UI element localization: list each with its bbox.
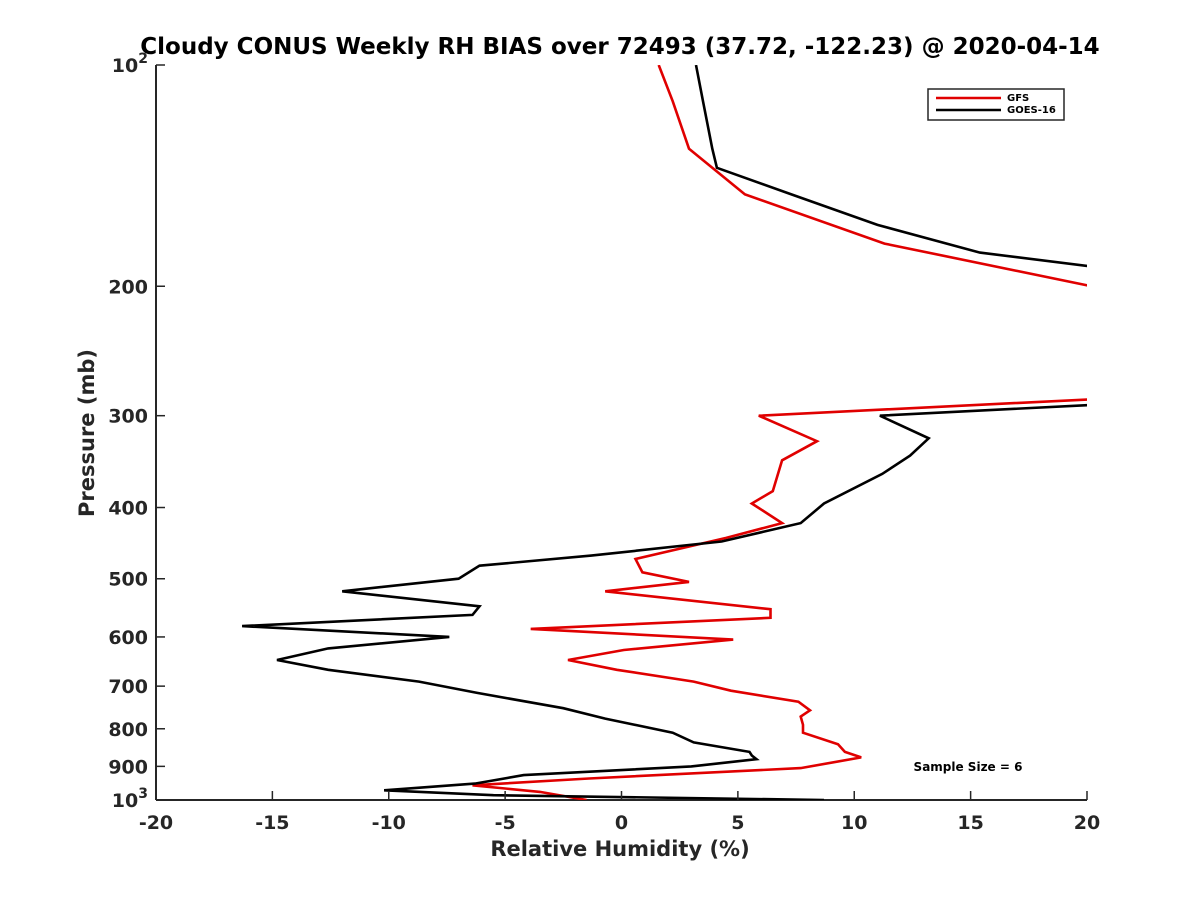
x-tick-label: 0 <box>615 812 628 834</box>
x-tick-label: 15 <box>957 812 983 834</box>
y-tick-label: 900 <box>108 756 148 778</box>
y-tick-label: 200 <box>108 276 148 298</box>
series-layer <box>242 65 1087 800</box>
y-tick-label: 102 <box>112 51 148 77</box>
y-tick-label: 500 <box>108 569 148 591</box>
legend-label-gfs: GFS <box>1007 93 1029 104</box>
y-ticks: 102 200 300 400 500 600 700 800 900 103 <box>108 51 165 812</box>
sample-size-annotation: Sample Size = 6 <box>914 760 1023 774</box>
chart-title: Cloudy CONUS Weekly RH BIAS over 72493 (… <box>140 34 1099 60</box>
series-line-goes-16-1 <box>242 403 1087 800</box>
x-tick-label: -15 <box>255 812 289 834</box>
series-line-gfs-0 <box>657 65 1087 287</box>
x-tick-label: -20 <box>139 812 173 834</box>
y-tick-label: 300 <box>108 406 148 428</box>
x-tick-label: -10 <box>372 812 406 834</box>
legend: GFS GOES-16 <box>927 88 1065 121</box>
x-ticks: -20 -15 -10 -5 0 5 10 15 20 <box>139 791 1100 834</box>
x-tick-label: -5 <box>495 812 516 834</box>
y-axis-label: Pressure (mb) <box>75 349 99 517</box>
y-tick-label: 700 <box>108 676 148 698</box>
y-tick-label: 800 <box>108 719 148 741</box>
y-tick-label: 103 <box>112 786 148 812</box>
series-line-goes-16-0 <box>694 65 1087 268</box>
x-tick-label: 5 <box>731 812 744 834</box>
x-tick-label: 10 <box>841 812 867 834</box>
x-axis-label: Relative Humidity (%) <box>490 837 749 861</box>
y-tick-label: 400 <box>108 498 148 520</box>
legend-label-goes16: GOES-16 <box>1007 105 1056 116</box>
y-tick-label: 600 <box>108 627 148 649</box>
x-tick-label: 20 <box>1074 812 1100 834</box>
series-line-gfs-1 <box>472 398 1087 800</box>
legend-box <box>927 88 1065 121</box>
